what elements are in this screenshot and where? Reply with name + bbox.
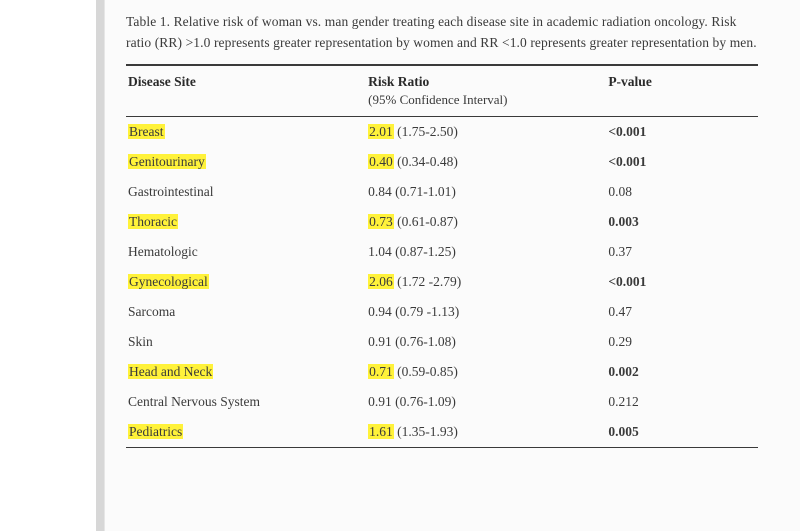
confidence-interval: (1.35-1.93) [394,424,458,439]
cell-site: Skin [126,327,366,357]
cell-site: Genitourinary [126,147,366,177]
table-row: Central Nervous System0.91 (0.76-1.09)0.… [126,387,758,417]
cell-pvalue: 0.212 [606,387,758,417]
cell-site: Sarcoma [126,297,366,327]
confidence-interval: (0.87-1.25) [392,244,456,259]
cell-pvalue: <0.001 [606,147,758,177]
caption-body: . Relative risk of woman vs. man gender … [126,14,757,50]
disease-site-label: Genitourinary [128,154,206,169]
cell-site: Head and Neck [126,357,366,387]
table-row: Head and Neck0.71 (0.59-0.85)0.002 [126,357,758,387]
table-row: Skin0.91 (0.76-1.08)0.29 [126,327,758,357]
col-header-site: Disease Site [126,65,366,117]
cell-site: Breast [126,116,366,147]
table-body: Breast2.01 (1.75-2.50)<0.001Genitourinar… [126,116,758,447]
cell-rr: 1.04 (0.87-1.25) [366,237,606,267]
cell-pvalue: 0.29 [606,327,758,357]
cell-site: Gastrointestinal [126,177,366,207]
confidence-interval: (0.34-0.48) [394,154,458,169]
cell-site: Gynecological [126,267,366,297]
col-header-p: P-value [606,65,758,117]
disease-site-label: Gastrointestinal [128,184,213,199]
table-caption: Table 1. Relative risk of woman vs. man … [126,12,758,64]
col-header-rr: Risk Ratio (95% Confidence Interval) [366,65,606,117]
table-row: Genitourinary0.40 (0.34-0.48)<0.001 [126,147,758,177]
col-header-p-label: P-value [608,74,652,89]
cell-pvalue: <0.001 [606,267,758,297]
cell-pvalue: 0.47 [606,297,758,327]
cell-site: Pediatrics [126,417,366,448]
cell-rr: 1.61 (1.35-1.93) [366,417,606,448]
confidence-interval: (1.72 -2.79) [394,274,462,289]
cell-site: Central Nervous System [126,387,366,417]
cell-pvalue: <0.001 [606,116,758,147]
disease-site-label: Breast [128,124,165,139]
cell-site: Thoracic [126,207,366,237]
table-block: Table 1. Relative risk of woman vs. man … [126,12,758,448]
cell-rr: 0.40 (0.34-0.48) [366,147,606,177]
disease-site-label: Gynecological [128,274,209,289]
cell-rr: 0.91 (0.76-1.08) [366,327,606,357]
cell-rr: 2.01 (1.75-2.50) [366,116,606,147]
table-header-row: Disease Site Risk Ratio (95% Confidence … [126,65,758,117]
risk-ratio-value: 0.91 [368,334,392,349]
risk-ratio-value: 2.01 [368,124,394,139]
table-row: Breast2.01 (1.75-2.50)<0.001 [126,116,758,147]
confidence-interval: (0.71-1.01) [392,184,456,199]
cell-rr: 0.84 (0.71-1.01) [366,177,606,207]
confidence-interval: (0.79 -1.13) [392,304,460,319]
disease-site-label: Thoracic [128,214,178,229]
cell-rr: 0.94 (0.79 -1.13) [366,297,606,327]
cell-pvalue: 0.005 [606,417,758,448]
disease-site-label: Sarcoma [128,304,175,319]
confidence-interval: (0.76-1.08) [392,334,456,349]
cell-pvalue: 0.003 [606,207,758,237]
risk-ratio-table: Disease Site Risk Ratio (95% Confidence … [126,64,758,448]
table-row: Pediatrics1.61 (1.35-1.93)0.005 [126,417,758,448]
risk-ratio-value: 0.40 [368,154,394,169]
table-row: Sarcoma0.94 (0.79 -1.13)0.47 [126,297,758,327]
page-gutter-rule [96,0,105,531]
col-header-rr-label: Risk Ratio [368,74,429,89]
table-row: Gastrointestinal0.84 (0.71-1.01)0.08 [126,177,758,207]
col-header-site-label: Disease Site [128,74,196,89]
cell-pvalue: 0.002 [606,357,758,387]
confidence-interval: (0.59-0.85) [394,364,458,379]
cell-rr: 2.06 (1.72 -2.79) [366,267,606,297]
risk-ratio-value: 0.91 [368,394,392,409]
disease-site-label: Head and Neck [128,364,213,379]
cell-pvalue: 0.08 [606,177,758,207]
caption-prefix: Table 1 [126,14,167,29]
confidence-interval: (0.61-0.87) [394,214,458,229]
risk-ratio-value: 0.71 [368,364,394,379]
table-row: Hematologic1.04 (0.87-1.25)0.37 [126,237,758,267]
risk-ratio-value: 0.84 [368,184,392,199]
risk-ratio-value: 1.04 [368,244,392,259]
disease-site-label: Central Nervous System [128,394,260,409]
disease-site-label: Hematologic [128,244,198,259]
risk-ratio-value: 0.73 [368,214,394,229]
confidence-interval: (1.75-2.50) [394,124,458,139]
page-margin [0,0,96,531]
risk-ratio-value: 1.61 [368,424,394,439]
table-row: Thoracic0.73 (0.61-0.87)0.003 [126,207,758,237]
disease-site-label: Pediatrics [128,424,183,439]
cell-rr: 0.91 (0.76-1.09) [366,387,606,417]
cell-site: Hematologic [126,237,366,267]
risk-ratio-value: 2.06 [368,274,394,289]
table-row: Gynecological2.06 (1.72 -2.79)<0.001 [126,267,758,297]
cell-pvalue: 0.37 [606,237,758,267]
cell-rr: 0.71 (0.59-0.85) [366,357,606,387]
risk-ratio-value: 0.94 [368,304,392,319]
confidence-interval: (0.76-1.09) [392,394,456,409]
cell-rr: 0.73 (0.61-0.87) [366,207,606,237]
disease-site-label: Skin [128,334,153,349]
col-header-rr-sub: (95% Confidence Interval) [368,92,602,108]
